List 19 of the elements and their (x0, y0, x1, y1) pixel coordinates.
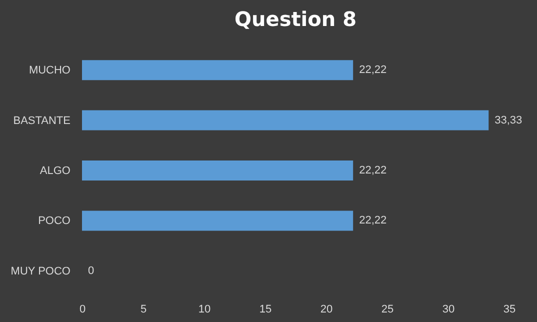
x-tick-label: 0 (79, 304, 86, 316)
data-label: 22,22 (359, 64, 387, 76)
y-tick-label: MUCHO (28, 64, 71, 77)
y-tick-label: BASTANTE (13, 114, 70, 127)
x-tick-label: 35 (503, 304, 516, 316)
y-tick-label: ALGO (40, 165, 71, 177)
x-tick-label: 20 (320, 304, 333, 316)
data-label: 22,22 (359, 214, 387, 227)
x-tick-label: 5 (140, 304, 147, 316)
x-tick-label: 25 (381, 304, 394, 316)
x-tick-label: 10 (198, 304, 211, 316)
y-tick-label: MUY POCO (10, 265, 71, 278)
chart-title: Question 8 (234, 7, 356, 31)
x-tick-label: 30 (442, 304, 455, 316)
x-tick-label: 15 (259, 304, 272, 316)
data-label: 33,33 (494, 114, 522, 126)
data-label: 22,22 (359, 164, 387, 176)
y-tick-label: POCO (38, 215, 71, 228)
data-label: 0 (88, 264, 94, 277)
